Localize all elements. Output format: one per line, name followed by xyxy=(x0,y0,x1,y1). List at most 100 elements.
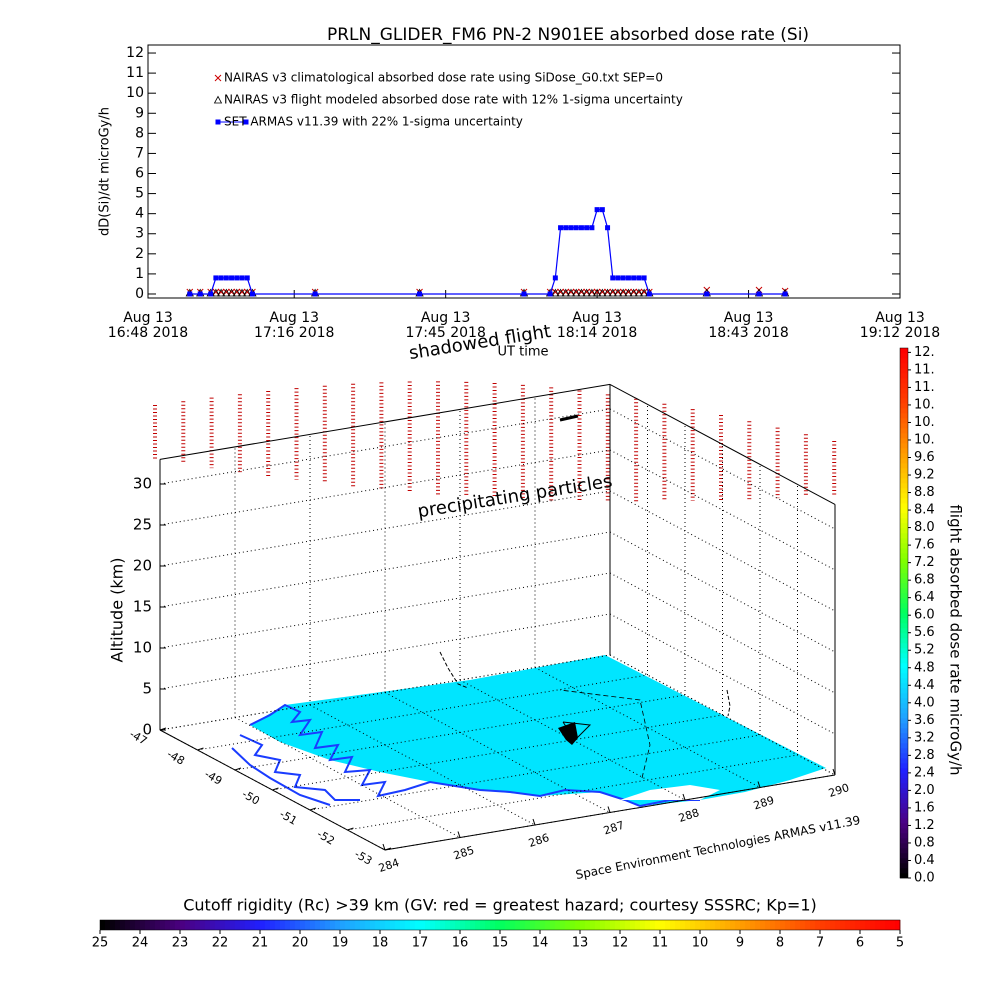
land-patch xyxy=(620,785,720,800)
colorbar-cell xyxy=(580,920,586,930)
marker xyxy=(620,275,626,281)
box-edge xyxy=(609,383,836,505)
colorbar-cell xyxy=(900,688,908,694)
marker xyxy=(608,288,617,297)
colorbar-cell xyxy=(465,920,471,930)
colorbar-cell xyxy=(715,920,721,930)
colorbar-cell xyxy=(405,920,411,930)
colorbar-cell xyxy=(410,920,416,930)
colorbar-cell xyxy=(155,920,161,930)
colorbar-cell xyxy=(450,920,456,930)
marker xyxy=(634,288,644,297)
colorbar-cell xyxy=(900,643,908,649)
colorbar-cell xyxy=(900,803,908,809)
z-tick-label: 0 xyxy=(142,721,152,739)
colorbar-cell xyxy=(805,920,811,930)
colorbar-cell xyxy=(900,663,908,669)
colorbar-cell xyxy=(425,920,431,930)
colorbar-cell xyxy=(900,403,908,409)
colorbar-cell xyxy=(885,920,891,930)
colorbar-cell xyxy=(220,920,226,930)
colorbar-cell xyxy=(900,858,908,864)
colorbar-cell xyxy=(445,920,451,930)
marker xyxy=(218,275,224,281)
x-tick-label: 19:12 2018 xyxy=(860,325,940,341)
colorbar-cell xyxy=(900,488,908,494)
lon-tick-label: 289 xyxy=(752,794,776,813)
colorbar-cell xyxy=(755,920,761,930)
colorbar-cell xyxy=(550,920,556,930)
colorbar-cell xyxy=(785,920,791,930)
marker xyxy=(521,291,527,297)
colorbar-cell xyxy=(900,753,908,759)
colorbar-cell xyxy=(740,920,746,930)
colorbar-cell xyxy=(455,920,461,930)
legend-label: SET ARMAS v11.39 with 22% 1-sigma uncert… xyxy=(224,115,523,129)
colorbar-tick-label: 7.2 xyxy=(914,555,935,570)
colorbar-cell xyxy=(900,668,908,674)
colorbar-cell xyxy=(640,920,646,930)
colorbar-tick-label: 0.0 xyxy=(914,871,935,886)
marker xyxy=(756,291,762,297)
marker xyxy=(566,288,576,297)
colorbar-cell xyxy=(545,920,551,930)
y-tick-label: 11 xyxy=(126,65,144,81)
colorbar-cell xyxy=(900,508,908,514)
colorbar-cell xyxy=(490,920,496,930)
colorbar-cell xyxy=(340,920,346,930)
marker xyxy=(584,225,590,231)
colorbar-cell xyxy=(900,548,908,554)
x-tick-label: 18:14 2018 xyxy=(557,325,637,341)
marker xyxy=(197,291,203,297)
colorbar-cell xyxy=(720,920,726,930)
colorbar-cell xyxy=(265,920,271,930)
y-tick xyxy=(757,781,761,788)
y-axis-label: dD(Si)/dt microGy/h xyxy=(98,107,113,236)
colorbar-cell xyxy=(900,748,908,754)
colorbar-tick-label: 4.0 xyxy=(914,695,935,710)
colorbar-tick-label: 4.8 xyxy=(914,660,935,675)
colorbar-cell xyxy=(400,920,406,930)
colorbar-cell xyxy=(900,553,908,559)
colorbar-cell xyxy=(875,920,881,930)
colorbar-cell xyxy=(790,920,796,930)
grid-line xyxy=(159,408,611,485)
colorbar-cell xyxy=(900,503,908,509)
marker xyxy=(631,275,637,281)
colorbar-cell xyxy=(900,418,908,424)
colorbar-cell xyxy=(900,793,908,799)
colorbar-tick-label: 9.6 xyxy=(914,450,935,465)
colorbar-cell xyxy=(900,808,908,814)
colorbar-cell xyxy=(900,613,908,619)
colorbar-cell xyxy=(415,920,421,930)
colorbar-cell xyxy=(285,920,291,930)
x-tick-label: Aug 13 xyxy=(269,310,319,326)
colorbar-cell xyxy=(335,920,341,930)
colorbar-cell xyxy=(865,920,871,930)
colorbar-cell xyxy=(570,920,576,930)
axis-line xyxy=(159,729,386,851)
x-tick xyxy=(347,827,354,831)
x-tick-label: 17:45 2018 xyxy=(405,325,485,341)
colorbar-cell xyxy=(535,920,541,930)
colorbar-cell xyxy=(250,920,256,930)
colorbar-cell xyxy=(900,698,908,704)
colorbar-cell xyxy=(515,920,521,930)
colorbar-cell xyxy=(900,528,908,534)
x-tick xyxy=(309,807,317,811)
colorbar-cell xyxy=(795,920,801,930)
x-tick xyxy=(234,767,242,771)
colorbar-tick-label: 12 xyxy=(612,936,629,951)
colorbar-tick-label: 6.4 xyxy=(914,590,935,605)
marker xyxy=(558,225,564,231)
marker xyxy=(610,275,616,281)
colorbar-cell xyxy=(505,920,511,930)
colorbar-cell xyxy=(365,920,371,930)
colorbar-cell xyxy=(520,920,526,930)
legend-marker xyxy=(243,119,249,125)
colorbar-tick-label: 14 xyxy=(532,936,549,951)
colorbar-cell xyxy=(800,920,806,930)
colorbar-cell xyxy=(500,920,506,930)
colorbar-cell xyxy=(900,703,908,709)
